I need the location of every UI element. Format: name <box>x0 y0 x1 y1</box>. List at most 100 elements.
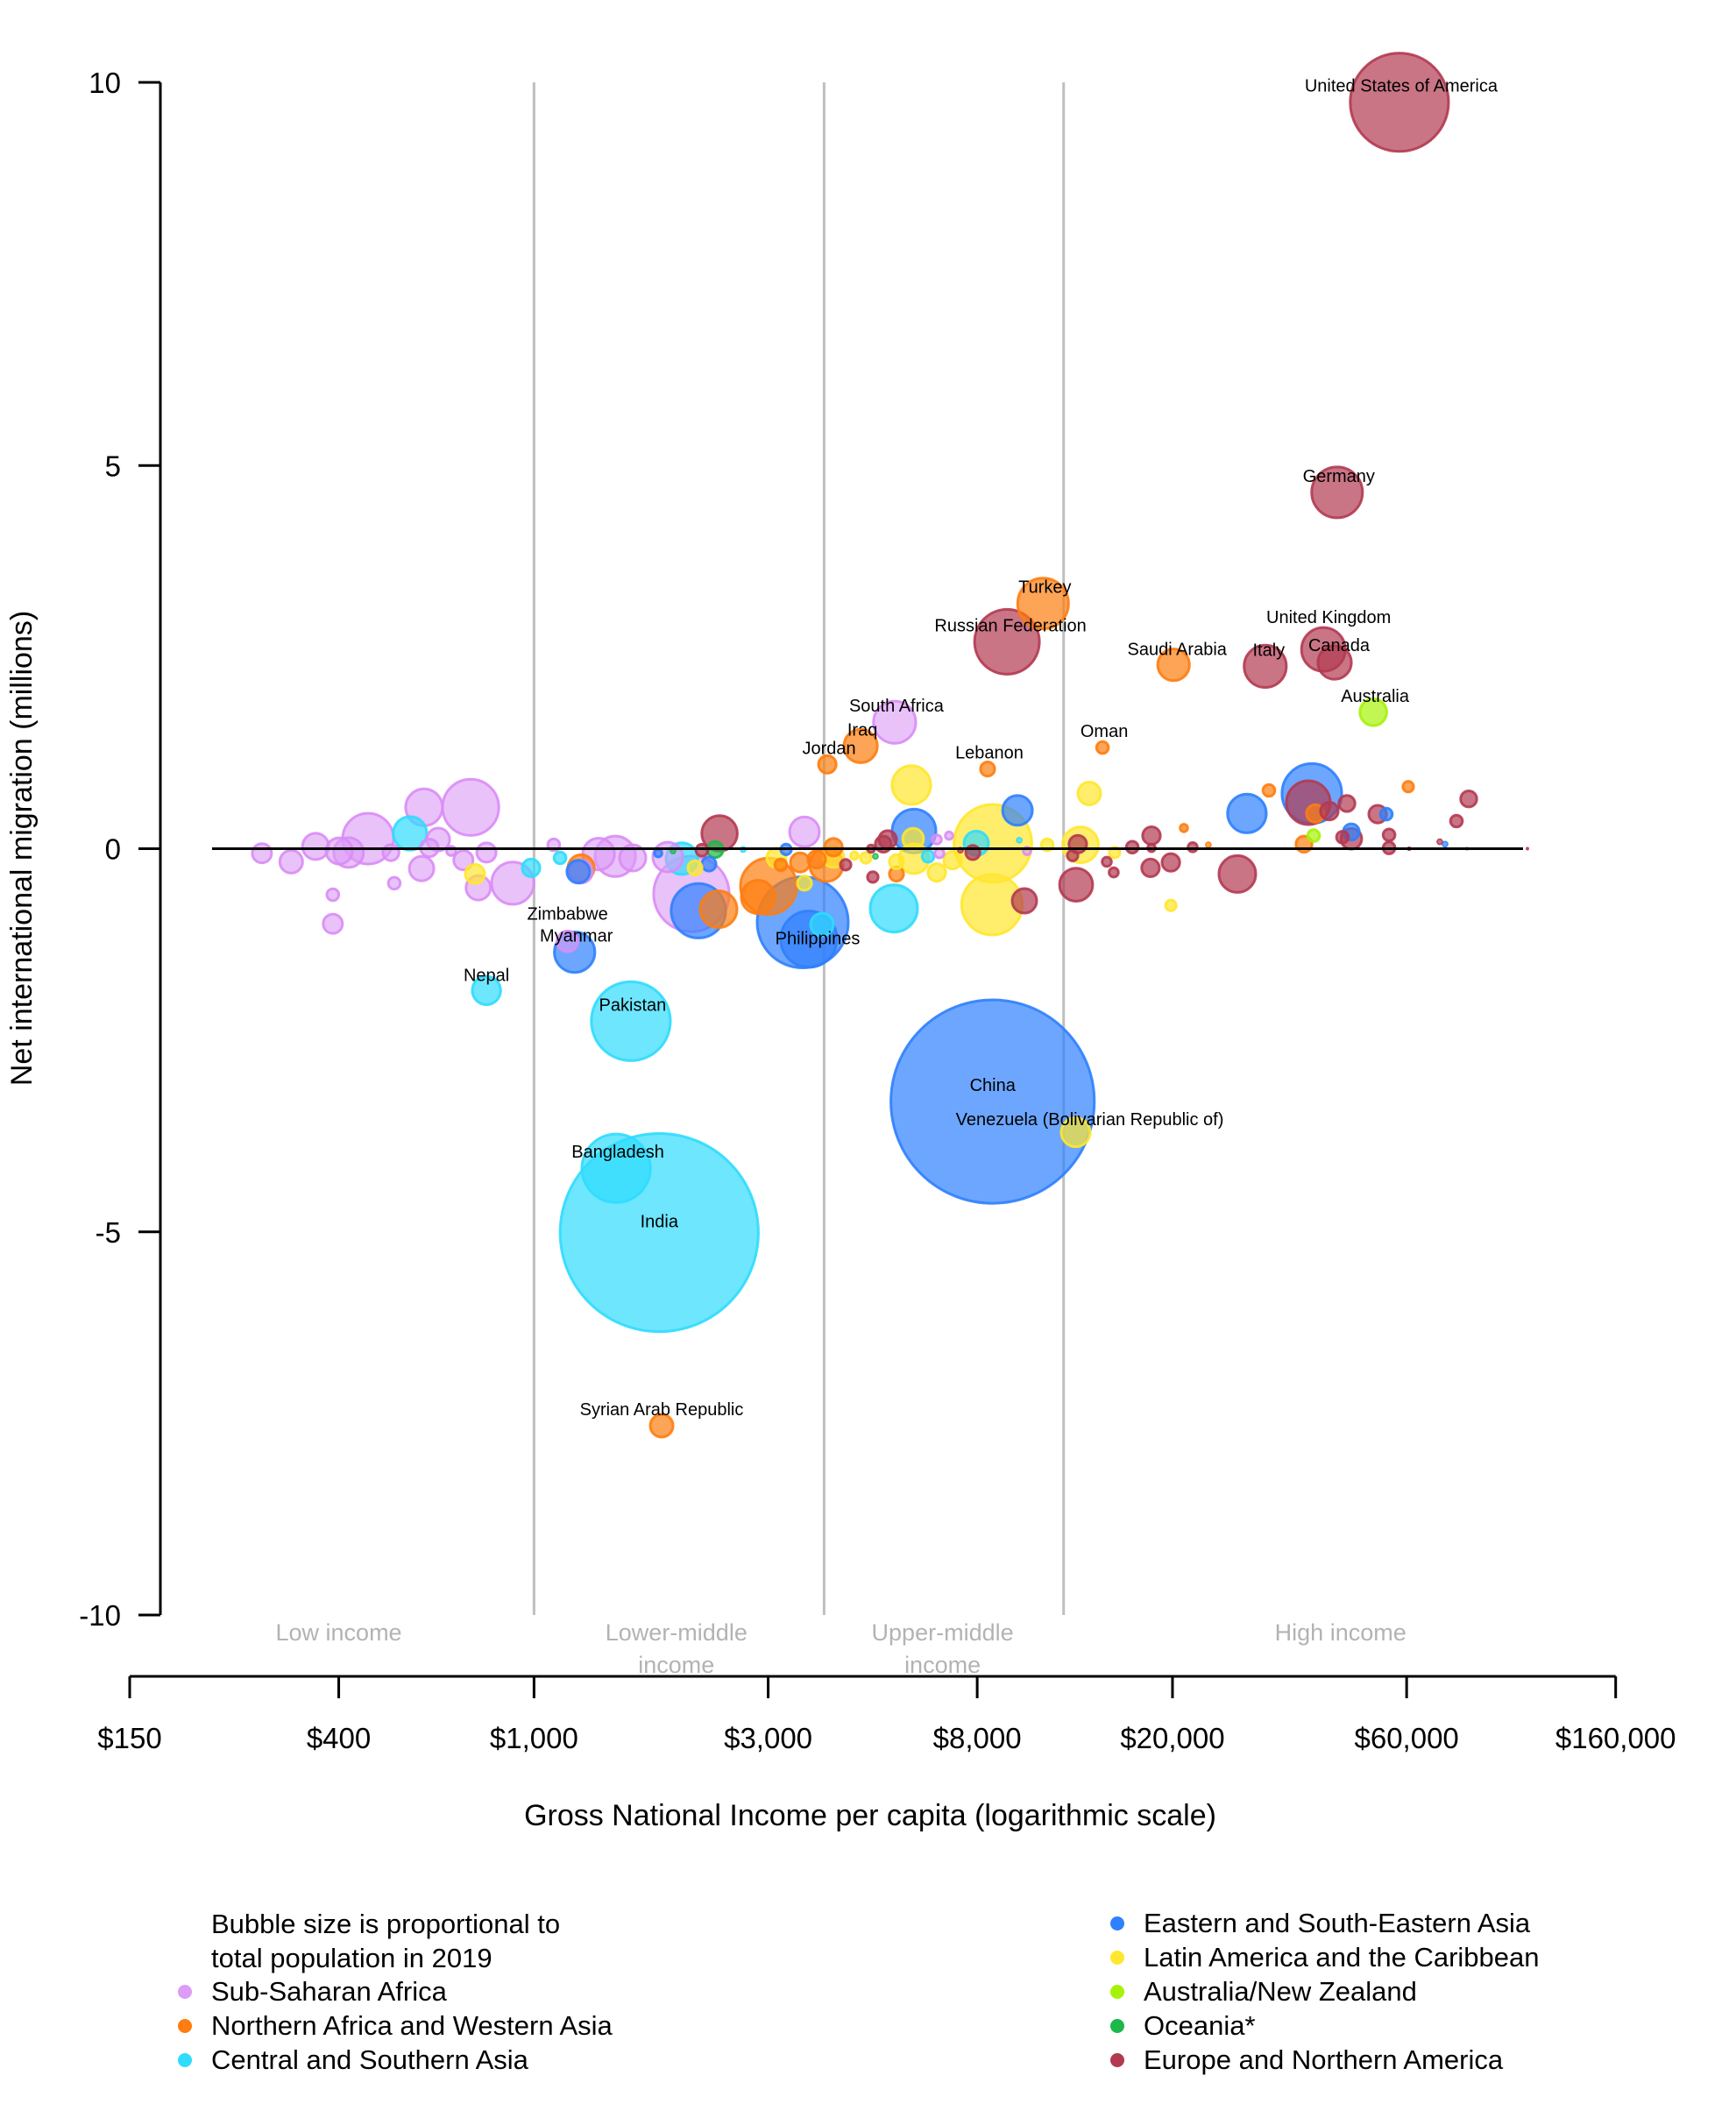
country-label: Canada <box>1308 636 1371 655</box>
legend-dot-csa <box>178 2053 192 2067</box>
legend-dot-lac <box>1110 1951 1124 1965</box>
bubble-ssa <box>324 836 354 866</box>
bubble-nawa <box>1179 823 1189 833</box>
bubble-nawa <box>740 879 776 916</box>
country-label: Italy <box>1252 641 1285 660</box>
y-tick-label: -5 <box>96 1216 121 1249</box>
bubble-germany <box>1310 465 1364 520</box>
country-label: China <box>970 1076 1017 1095</box>
bubbles <box>251 52 1529 1439</box>
bubble-ena <box>1319 801 1340 822</box>
bubble-lebanon <box>979 761 996 778</box>
bubble-venezuela-bolivarian-republic-of <box>1059 1116 1092 1149</box>
bubble-lac <box>942 850 963 871</box>
bubble-csa <box>809 911 835 938</box>
x-tick-label: $400 <box>307 1722 371 1754</box>
bubble-csa <box>552 850 568 866</box>
bubble-esea <box>700 855 718 873</box>
country-label: Iraq <box>847 720 877 740</box>
bubble-australia <box>1358 698 1388 727</box>
bubble-saudi-arabia <box>1156 648 1191 683</box>
bubble-ena <box>1160 852 1181 873</box>
bubble-oce <box>872 853 879 861</box>
bubble-lac <box>926 862 947 883</box>
bubble-jordan <box>817 754 838 775</box>
country-label: Australia <box>1341 687 1410 706</box>
bubble-ena <box>1337 794 1357 813</box>
y-tick-label: 5 <box>105 450 121 482</box>
bubble-canada <box>1316 644 1353 681</box>
bubble-esea <box>653 847 663 859</box>
country-label: South Africa <box>849 697 945 716</box>
bubble-ssa <box>251 842 273 865</box>
bubble-nawa <box>1261 783 1277 798</box>
legend-dot-nawa <box>178 2019 192 2033</box>
bubble-ena <box>1140 857 1161 879</box>
bubble-csa <box>1016 837 1023 844</box>
bubble-ssa <box>407 854 436 882</box>
bubble-lac <box>859 851 873 865</box>
country-label: Oman <box>1081 722 1128 741</box>
country-label: Jordan <box>803 739 856 758</box>
bubble-ena <box>694 842 710 858</box>
bubble-ssa <box>278 848 304 875</box>
country-label: Saudi Arabia <box>1127 641 1227 660</box>
bubble-anz <box>1306 828 1321 843</box>
legend-label-anz: Australia/New Zealand <box>1144 1976 1417 2007</box>
bubble-lac <box>796 875 813 892</box>
country-label: Myanmar <box>540 927 613 946</box>
bubble-lac <box>849 850 860 861</box>
country-label: Pakistan <box>599 995 667 1015</box>
bubble-ssa <box>618 843 648 873</box>
bubble-ena <box>1335 830 1350 845</box>
country-label: Venezuela (Bolivarian Republic of) <box>956 1110 1224 1130</box>
bubble-ena <box>1066 848 1080 863</box>
income-group-label: income <box>904 1652 981 1678</box>
income-group-labels: Low income Lower-middle income Upper-middle… <box>276 1619 1407 1678</box>
bubble-lac <box>464 862 486 885</box>
country-label: Turkey <box>1018 578 1071 598</box>
y-tick-label: -10 <box>79 1599 121 1632</box>
legend-size-note: total population in 2019 <box>211 1943 492 1973</box>
bubble-south-africa <box>872 699 918 745</box>
legend-size-note: Bubble size is proportional to <box>211 1909 560 1939</box>
bubble-nawa <box>698 889 739 930</box>
legend-label-esea: Eastern and South-Eastern Asia <box>1144 1908 1531 1938</box>
country-label: Syrian Arab Republic <box>580 1400 744 1420</box>
bubble-ssa <box>475 841 498 864</box>
bubble-csa <box>868 883 919 934</box>
country-label: Germany <box>1303 467 1375 486</box>
legend-label-nawa: Northern Africa and Western Asia <box>211 2010 613 2041</box>
bubble-lac <box>901 826 925 851</box>
x-axis-title: Gross National Income per capita (logari… <box>524 1799 1216 1832</box>
bubble-zimbabwe <box>556 929 579 953</box>
bubble-ssa <box>322 912 344 935</box>
bubble-syrian-arab-republic <box>648 1413 675 1439</box>
bubble-nawa <box>773 857 789 873</box>
country-label: Nepal <box>464 966 509 985</box>
bubble-ena <box>1381 827 1397 843</box>
bubble-lac <box>890 764 932 806</box>
bubble-ena <box>1058 867 1095 903</box>
x-tick-label: $150 <box>97 1722 161 1754</box>
bubble-ssa <box>944 830 954 841</box>
country-label: Philippines <box>776 930 861 949</box>
bubble-nawa <box>823 837 844 858</box>
bubble-lac <box>888 853 905 871</box>
bubble-ena <box>1217 854 1258 894</box>
bubble-china <box>889 998 1096 1205</box>
legend-label-oce: Oceania* <box>1144 2010 1256 2041</box>
bubble-ena <box>1187 841 1199 854</box>
x-tick-label: $20,000 <box>1120 1722 1224 1754</box>
bubble-bangladesh <box>580 1132 652 1204</box>
legend-label-ena: Europe and Northern America <box>1144 2044 1504 2075</box>
bubble-csa <box>920 848 936 864</box>
bubble-ssa <box>441 777 500 837</box>
bubble-ssa <box>301 832 330 861</box>
y-axis: 10 5 0 -5 -10 <box>79 67 162 1632</box>
income-group-label: Lower-middle <box>606 1619 748 1646</box>
bubble-nawa <box>806 849 827 870</box>
bubble-italy <box>1243 643 1288 690</box>
bubble-pakistan <box>590 980 672 1062</box>
